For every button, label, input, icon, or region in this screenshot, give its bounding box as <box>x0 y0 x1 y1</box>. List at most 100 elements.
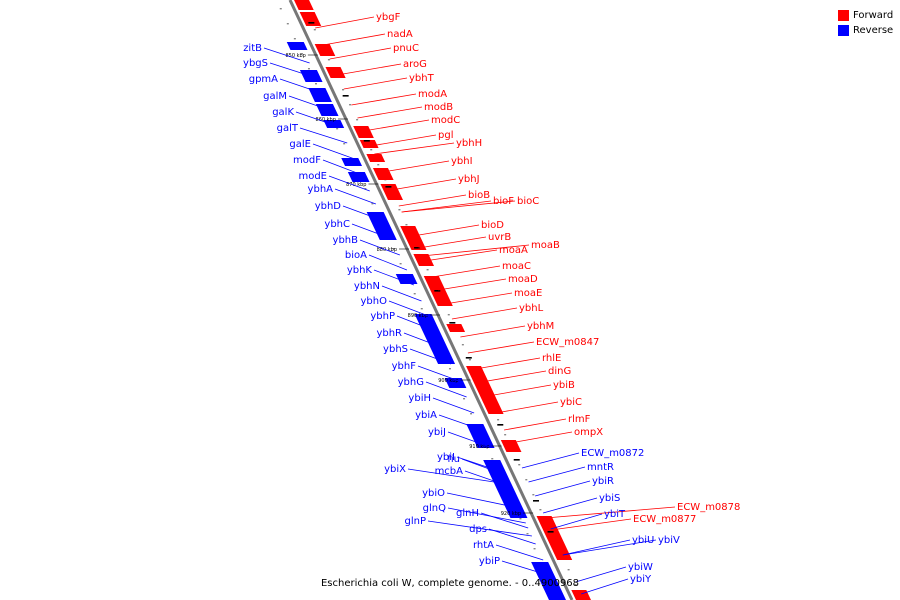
kbp-tick-label: 860 kbp <box>316 117 336 123</box>
forward-gene-block <box>500 440 522 452</box>
forward-leader-line <box>329 47 392 60</box>
reverse-gene-block <box>531 562 566 600</box>
forward-gene-block <box>372 168 394 180</box>
reverse-gene-label: modE <box>298 171 327 182</box>
forward-gene-label: bioF <box>493 196 514 207</box>
axis-dot <box>300 53 303 55</box>
kbp-tick-label: 910 kbp <box>469 444 489 450</box>
reverse-gene-block <box>425 338 456 364</box>
forward-gene-label: dinG <box>548 366 571 377</box>
forward-gene-label: moaB <box>531 240 560 251</box>
axis-marker <box>449 322 456 324</box>
axis-dot <box>574 584 577 586</box>
reverse-leader-line <box>322 159 363 176</box>
reverse-gene-label: glnQ <box>423 503 446 514</box>
legend: Forward Reverse <box>838 8 893 38</box>
axis-dot <box>463 398 466 400</box>
forward-gene-label: modC <box>431 115 460 126</box>
reverse-gene-label: ybhN <box>354 281 380 292</box>
reverse-swatch <box>838 25 849 36</box>
forward-gene-label: bioD <box>481 220 504 231</box>
forward-leader-line <box>401 200 516 213</box>
axis-dot <box>447 314 450 316</box>
reverse-gene-label: ybiU <box>632 535 654 546</box>
axis-dot <box>399 263 402 265</box>
reverse-gene-label: ybhA <box>308 184 334 195</box>
forward-gene-block <box>466 366 488 380</box>
axis-marker <box>547 531 554 533</box>
forward-gene-block <box>314 44 336 56</box>
forward-gene-label: ybhJ <box>458 174 480 185</box>
reverse-gene-label: galE <box>289 139 311 150</box>
axis-dot <box>286 23 289 25</box>
forward-gene-label: ybhM <box>527 321 554 332</box>
reverse-gene-block <box>366 212 394 232</box>
reverse-leader-line <box>328 175 370 192</box>
reverse-gene-label: ybiO <box>422 488 445 499</box>
reverse-gene-label: ybhS <box>383 344 408 355</box>
reverse-leader-line <box>427 520 532 537</box>
forward-leader-line <box>475 357 541 370</box>
forward-leader-line <box>363 119 430 132</box>
forward-gene-label: ECW_m0878 <box>677 502 740 513</box>
forward-leader-line <box>481 370 547 383</box>
reverse-leader-line <box>351 223 393 240</box>
axis-dot <box>470 413 473 415</box>
forward-gene-label: modB <box>424 102 453 113</box>
forward-leader-line <box>391 178 457 191</box>
forward-gene-label: pnuC <box>393 43 419 54</box>
forward-gene-label: ECW_m0877 <box>633 514 696 525</box>
forward-gene-block <box>413 254 435 266</box>
reverse-gene-label: bioA <box>345 250 367 261</box>
axis-dot <box>420 308 423 310</box>
kbp-tick-label: 850 kbp <box>285 53 305 59</box>
forward-leader-line <box>357 106 423 119</box>
reverse-leader-line <box>575 566 627 583</box>
forward-gene-label: modA <box>418 89 447 100</box>
forward-leader-line <box>422 244 530 257</box>
reverse-leader-line <box>562 539 657 556</box>
reverse-gene-block <box>395 274 418 284</box>
forward-gene-block <box>359 140 379 148</box>
kbp-tick-label: 920 kbp <box>501 511 521 517</box>
forward-leader-line <box>351 93 417 106</box>
forward-gene-label: moaE <box>514 288 542 299</box>
reverse-leader-line <box>279 78 325 95</box>
reverse-gene-label: ybhR <box>376 328 402 339</box>
reverse-gene-label: galK <box>272 107 294 118</box>
forward-gene-block <box>366 154 386 162</box>
reverse-leader-line <box>425 381 467 398</box>
reverse-leader-line <box>359 239 400 256</box>
reverse-leader-line <box>403 332 444 349</box>
forward-gene-label: bioB <box>468 190 490 201</box>
forward-leader-line <box>343 77 408 90</box>
forward-gene-label: pgl <box>438 130 453 141</box>
axis-dot <box>356 119 359 121</box>
axis-dot <box>377 164 380 166</box>
reverse-gene-block <box>483 460 519 500</box>
axis-dot <box>349 104 352 106</box>
forward-leader-line <box>432 265 501 278</box>
forward-leader-line <box>444 292 513 305</box>
reverse-gene-label: mcbA <box>435 466 464 477</box>
reverse-leader-line <box>373 269 415 286</box>
reverse-gene-block <box>466 424 495 448</box>
forward-swatch <box>838 10 849 21</box>
genome-axis <box>288 0 574 600</box>
forward-leader-line <box>382 160 450 173</box>
axis-dot <box>342 89 345 91</box>
reverse-gene-label: ybiW <box>628 562 653 573</box>
axis-dot <box>307 68 310 70</box>
forward-gene-label: moaD <box>508 274 538 285</box>
forward-leader-line <box>504 418 567 431</box>
reverse-leader-line <box>396 315 436 332</box>
reverse-gene-block <box>341 158 363 166</box>
reverse-leader-line <box>480 512 529 529</box>
reverse-leader-line <box>381 285 422 302</box>
reverse-leader-line <box>464 470 509 487</box>
forward-gene-label: moaA <box>499 245 528 256</box>
reverse-leader-line <box>312 143 355 160</box>
reverse-gene-label: ybiI <box>437 452 455 463</box>
forward-leader-line <box>438 278 507 291</box>
reverse-leader-line <box>495 544 544 561</box>
